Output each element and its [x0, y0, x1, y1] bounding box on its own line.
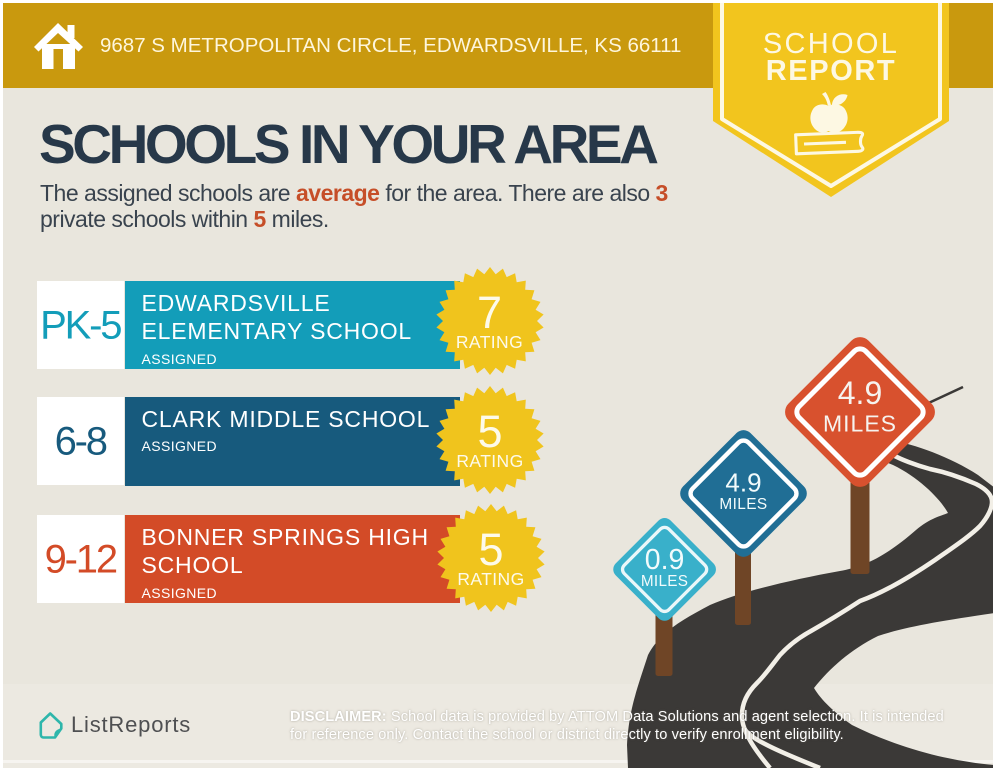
svg-text:4.9: 4.9	[725, 468, 761, 498]
svg-text:0.9: 0.9	[645, 544, 685, 576]
svg-text:MILES: MILES	[823, 411, 897, 437]
svg-text:4.9: 4.9	[838, 375, 882, 411]
svg-text:MILES: MILES	[641, 573, 688, 590]
svg-text:MILES: MILES	[719, 496, 767, 513]
